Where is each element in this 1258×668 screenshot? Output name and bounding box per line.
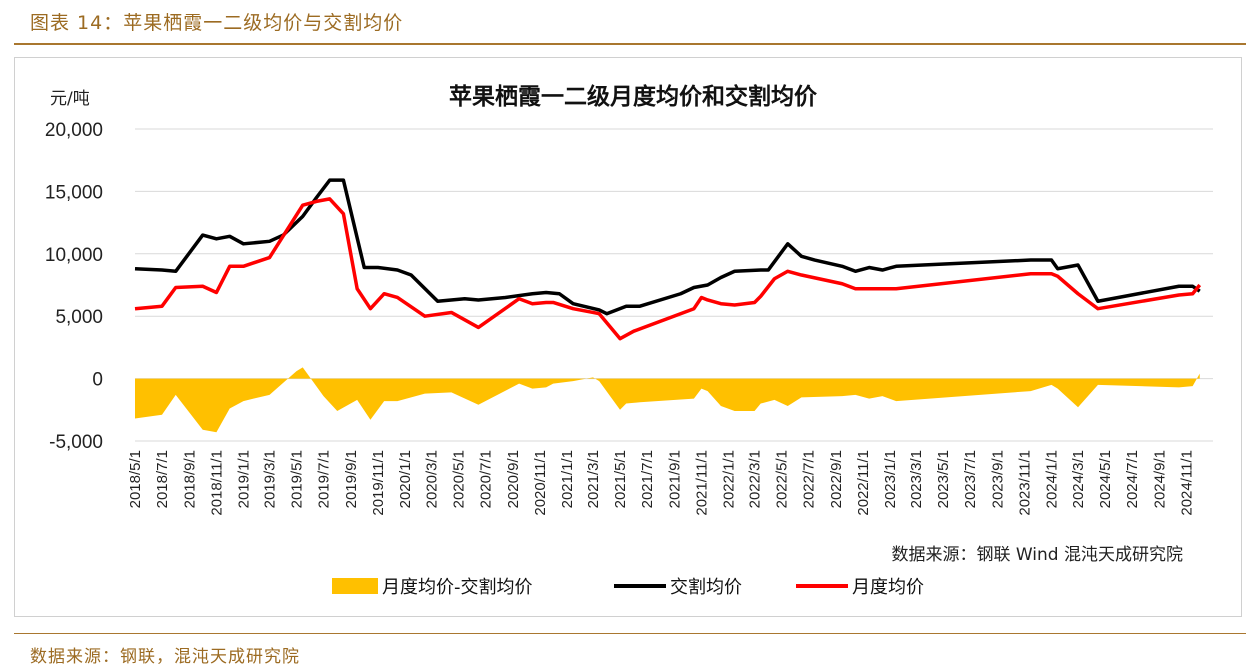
x-tick-label: 2018/5/1 <box>127 450 144 508</box>
x-tick-label: 2022/9/1 <box>828 450 845 508</box>
x-tick-label: 2022/11/1 <box>855 450 872 516</box>
x-tick-label: 2021/11/1 <box>693 450 710 516</box>
legend-label: 月度均价 <box>852 577 924 598</box>
y-unit-label: 元/吨 <box>50 89 90 109</box>
x-tick-label: 2020/7/1 <box>477 450 494 508</box>
x-tick-label: 2023/11/1 <box>1016 450 1033 516</box>
y-axis-ticks: 20,000 15,000 10,000 5,000 0 -5,000 <box>45 120 103 453</box>
x-tick-label: 2019/5/1 <box>289 450 306 508</box>
x-tick-label: 2019/1/1 <box>235 450 252 508</box>
x-axis-ticks: 2018/5/1 2018/7/1 2018/9/1 2018/11/1 2019/1/… <box>127 450 1195 516</box>
chart-frame <box>14 57 1242 617</box>
top-divider <box>14 43 1246 45</box>
x-tick-label: 2020/11/1 <box>532 450 549 516</box>
legend-label: 月度均价-交割均价 <box>382 577 533 598</box>
legend-item: 月度均价-交割均价 <box>332 577 533 598</box>
y-tick-label: 15,000 <box>45 182 103 203</box>
y-tick-label: 20,000 <box>45 120 103 141</box>
x-tick-label: 2019/9/1 <box>343 450 360 508</box>
x-tick-label: 2022/1/1 <box>720 450 737 508</box>
y-tick-label: 10,000 <box>45 245 103 266</box>
line-series-monthly <box>134 197 1202 341</box>
x-tick-label: 2022/3/1 <box>747 450 764 508</box>
x-tick-label: 2023/7/1 <box>962 450 979 508</box>
chart-source-note: 数据来源：钢联 Wind 混沌天成研究院 <box>891 545 1183 565</box>
x-tick-label: 2024/9/1 <box>1151 450 1168 508</box>
x-tick-label: 2020/1/1 <box>397 450 414 508</box>
x-tick-label: 2019/11/1 <box>370 450 387 516</box>
x-tick-label: 2021/7/1 <box>639 450 656 508</box>
x-tick-label: 2021/5/1 <box>612 450 629 508</box>
x-tick-label: 2018/9/1 <box>181 450 198 508</box>
x-tick-label: 2024/3/1 <box>1070 450 1087 508</box>
chart-title: 苹果栖霞一二级月度均价和交割均价 <box>449 83 818 110</box>
legend-item: 月度均价 <box>796 577 924 598</box>
x-tick-label: 2020/9/1 <box>505 450 522 508</box>
legend-label: 交割均价 <box>670 577 742 598</box>
x-tick-label: 2022/7/1 <box>801 450 818 508</box>
bottom-source: 数据来源：钢联，混沌天成研究院 <box>30 647 300 667</box>
x-tick-label: 2021/3/1 <box>585 450 602 508</box>
line-series-delivery <box>134 178 1201 316</box>
x-tick-label: 2019/7/1 <box>316 450 333 508</box>
area-series-difference <box>135 367 1200 433</box>
x-tick-label: 2020/3/1 <box>423 450 440 508</box>
y-tick-label: 5,000 <box>55 307 103 328</box>
x-tick-label: 2018/11/1 <box>208 450 225 516</box>
x-tick-label: 2023/9/1 <box>989 450 1006 508</box>
legend-swatch <box>332 578 378 594</box>
y-tick-label: -5,000 <box>49 432 103 453</box>
legend: 月度均价-交割均价 交割均价 月度均价 <box>332 577 924 598</box>
bottom-divider <box>14 633 1246 634</box>
figure-title: 图表 14：苹果栖霞一二级均价与交割均价 <box>30 12 404 34</box>
x-tick-label: 2022/5/1 <box>774 450 791 508</box>
y-tick-label: 0 <box>92 370 103 391</box>
legend-item: 交割均价 <box>614 577 742 598</box>
gridlines <box>135 128 1213 442</box>
x-tick-label: 2024/7/1 <box>1124 450 1141 508</box>
x-tick-label: 2021/9/1 <box>666 450 683 508</box>
x-tick-label: 2023/1/1 <box>882 450 899 508</box>
x-tick-label: 2024/11/1 <box>1178 450 1195 516</box>
price-lines-layer <box>134 178 1202 341</box>
x-tick-label: 2023/3/1 <box>908 450 925 508</box>
x-tick-label: 2020/5/1 <box>450 450 467 508</box>
x-tick-label: 2023/5/1 <box>935 450 952 508</box>
difference-area-layer <box>135 367 1200 433</box>
x-tick-label: 2018/7/1 <box>154 450 171 508</box>
x-tick-label: 2024/1/1 <box>1043 450 1060 508</box>
x-tick-label: 2024/5/1 <box>1097 450 1114 508</box>
x-tick-label: 2021/1/1 <box>559 450 576 508</box>
x-tick-label: 2019/3/1 <box>262 450 279 508</box>
